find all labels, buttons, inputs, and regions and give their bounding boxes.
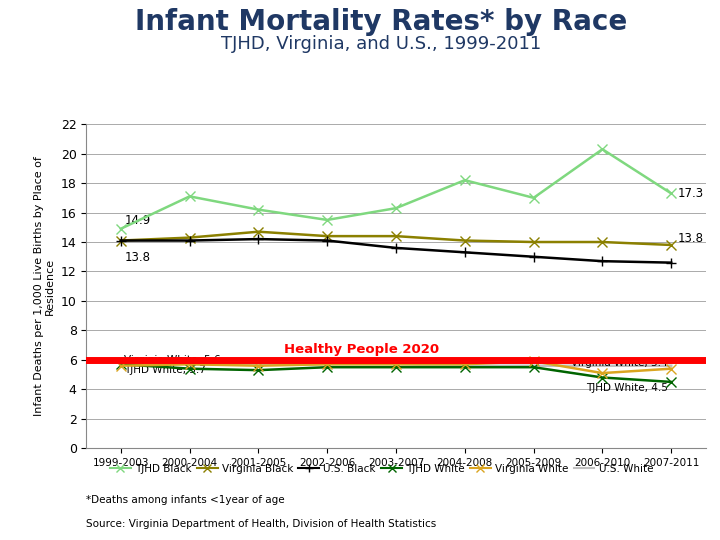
TJHD White <box>667 379 675 385</box>
Text: TJHD White, 4.5: TJHD White, 4.5 <box>586 383 667 393</box>
Text: Virginia White, 5.4: Virginia White, 5.4 <box>571 358 667 368</box>
TJHD Black <box>254 206 263 213</box>
TJHD Black <box>323 217 331 223</box>
Line: TJHD White: TJHD White <box>116 360 676 387</box>
Virginia White <box>117 362 125 369</box>
Virginia White <box>254 362 263 369</box>
TJHD White <box>185 366 194 372</box>
Text: *Deaths among infants <1year of age: *Deaths among infants <1year of age <box>86 495 285 505</box>
Virginia Black <box>254 228 263 235</box>
TJHD White <box>529 364 538 370</box>
Text: 13.8: 13.8 <box>678 232 704 245</box>
TJHD Black <box>392 205 400 211</box>
U.S. White <box>392 361 400 368</box>
Virginia Black <box>529 239 538 245</box>
Line: Virginia Black: Virginia Black <box>116 227 676 250</box>
Y-axis label: Infant Deaths per 1,000 Live Births by Place of
Residence: Infant Deaths per 1,000 Live Births by P… <box>34 156 55 416</box>
TJHD White <box>598 374 607 381</box>
Virginia White <box>392 361 400 368</box>
U.S. White <box>461 362 469 369</box>
U.S. White <box>667 362 675 369</box>
Text: 14.9: 14.9 <box>125 214 150 227</box>
U.S. Black <box>598 258 607 265</box>
TJHD Black <box>598 146 607 152</box>
TJHD Black <box>461 177 469 184</box>
Virginia White <box>667 366 675 372</box>
Virginia Black <box>667 242 675 248</box>
U.S. Black <box>254 236 263 242</box>
Text: TJHD White, 5.7: TJHD White, 5.7 <box>125 365 206 375</box>
Virginia Black <box>323 233 331 239</box>
Text: 13.8: 13.8 <box>125 251 150 264</box>
Text: Healthy People 2020: Healthy People 2020 <box>284 343 439 356</box>
TJHD Black <box>667 190 675 197</box>
U.S. White <box>254 361 263 368</box>
Line: Virginia White: Virginia White <box>116 356 676 378</box>
Virginia Black <box>392 233 400 239</box>
TJHD White <box>254 367 263 373</box>
U.S. White <box>529 362 538 369</box>
Virginia Black <box>598 239 607 245</box>
Legend: TJHD Black, Virginia Black, U.S. Black, TJHD White, Virginia White, U.S. White: TJHD Black, Virginia Black, U.S. Black, … <box>106 460 657 478</box>
U.S. White <box>185 361 194 368</box>
TJHD Black <box>185 193 194 200</box>
TJHD White <box>323 364 331 370</box>
Line: TJHD Black: TJHD Black <box>116 144 676 234</box>
TJHD White <box>461 364 469 370</box>
Text: Virginia White, 5.6: Virginia White, 5.6 <box>125 355 221 365</box>
Text: TJHD, Virginia, and U.S., 1999-2011: TJHD, Virginia, and U.S., 1999-2011 <box>222 35 541 53</box>
Text: 17.3: 17.3 <box>678 187 704 200</box>
Virginia White <box>185 361 194 368</box>
Line: U.S. Black: U.S. Black <box>116 234 676 267</box>
TJHD White <box>392 364 400 370</box>
Virginia White <box>323 361 331 368</box>
U.S. Black <box>667 259 675 266</box>
TJHD Black <box>529 194 538 201</box>
U.S. Black <box>185 237 194 244</box>
U.S. Black <box>392 245 400 251</box>
U.S. Black <box>461 249 469 255</box>
Virginia Black <box>461 237 469 244</box>
U.S. White <box>323 361 331 368</box>
Virginia Black <box>117 237 125 244</box>
U.S. White <box>117 360 125 366</box>
Text: Source: Virginia Department of Health, Division of Health Statistics: Source: Virginia Department of Health, D… <box>86 519 436 529</box>
U.S. Black <box>529 253 538 260</box>
Virginia White <box>598 370 607 376</box>
Line: U.S. White: U.S. White <box>121 363 671 366</box>
U.S. White <box>598 362 607 369</box>
Text: Infant Mortality Rates* by Race: Infant Mortality Rates* by Race <box>135 8 628 36</box>
Virginia White <box>529 358 538 365</box>
U.S. Black <box>117 237 125 244</box>
Virginia White <box>461 361 469 368</box>
TJHD Black <box>117 226 125 232</box>
U.S. Black <box>323 237 331 244</box>
TJHD White <box>117 361 125 368</box>
Virginia Black <box>185 234 194 241</box>
